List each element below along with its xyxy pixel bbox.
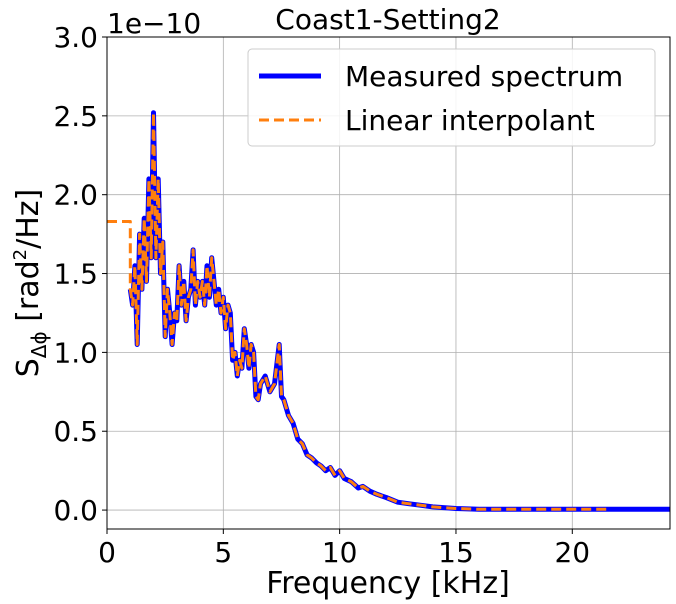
y-tick-label: 2.5	[53, 100, 98, 133]
chart-title: Coast1-Setting2	[275, 3, 500, 36]
x-tick-label: 5	[214, 536, 232, 569]
y-axis-label: SΔϕ [rad2/Hz]	[10, 189, 51, 378]
x-axis-label: Frequency [kHz]	[266, 566, 510, 601]
y-offset-text: 1e−10	[107, 7, 201, 40]
x-tick-label: 15	[438, 536, 474, 569]
y-tick-label: 2.0	[53, 179, 98, 212]
axis-ticks: 0 5 10 15 20 0.0 0.5 1.0 1.5 2.0 2.5 3.0	[53, 21, 590, 569]
legend-label-0: Measured spectrum	[345, 60, 623, 93]
x-tick-label: 0	[98, 536, 116, 569]
y-tick-label: 3.0	[53, 21, 98, 54]
series-line-1	[107, 111, 610, 511]
y-tick-label: 0.0	[53, 494, 98, 527]
legend-label-1: Linear interpolant	[345, 104, 595, 137]
x-tick-label: 10	[322, 536, 358, 569]
plot-frame	[106, 36, 671, 530]
legend-box	[247, 48, 656, 147]
series-layer	[107, 110, 670, 512]
legend: Measured spectrum Linear interpolant	[247, 48, 656, 147]
y-tick-label: 0.5	[53, 415, 98, 448]
y-tick-label: 1.5	[53, 258, 98, 291]
y-tick-label: 1.0	[53, 336, 98, 369]
x-tick-label: 20	[554, 536, 590, 569]
